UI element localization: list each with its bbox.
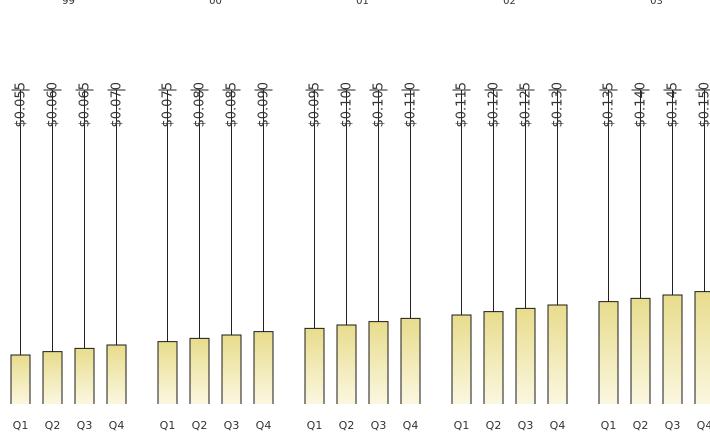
quarter-label: Q1 <box>601 419 617 432</box>
value-label: $0.105 <box>372 82 387 128</box>
quarter-label: Q1 <box>307 419 323 432</box>
bar <box>190 338 209 404</box>
value-label: $0.115 <box>455 82 470 128</box>
bar <box>484 312 503 404</box>
value-label: $0.125 <box>519 82 534 128</box>
value-label: $0.090 <box>257 82 272 128</box>
bar <box>401 318 420 404</box>
quarter-label: Q3 <box>77 419 93 432</box>
value-label: $0.100 <box>340 82 355 128</box>
bar <box>599 302 618 404</box>
bar <box>75 348 94 404</box>
quarter-label: Q1 <box>13 419 29 432</box>
value-label: $0.120 <box>487 82 502 128</box>
quarter-label: Q4 <box>403 419 419 432</box>
quarter-label: Q3 <box>371 419 387 432</box>
group-label: 00 <box>209 0 222 7</box>
quarter-label: Q2 <box>192 419 208 432</box>
value-label: $0.150 <box>698 82 710 128</box>
bar <box>254 332 273 404</box>
value-label: $0.080 <box>193 82 208 128</box>
bar <box>516 308 535 404</box>
bar <box>222 335 241 404</box>
bar <box>631 298 650 404</box>
value-label: $0.135 <box>602 82 617 128</box>
group-label: 99 <box>62 0 75 7</box>
bar <box>107 345 126 404</box>
value-label: $0.110 <box>404 82 419 128</box>
bar <box>695 292 710 404</box>
bar <box>43 352 62 404</box>
bar <box>369 322 388 404</box>
bar <box>11 355 30 404</box>
value-label: $0.060 <box>46 82 61 128</box>
value-label: $0.070 <box>110 82 125 128</box>
quarter-label: Q4 <box>550 419 566 432</box>
quarter-label: Q3 <box>665 419 681 432</box>
value-label: $0.055 <box>14 82 29 128</box>
quarter-label: Q1 <box>454 419 470 432</box>
group-label: 02 <box>503 0 516 7</box>
quarter-label: Q3 <box>518 419 534 432</box>
group-label: 03 <box>650 0 663 7</box>
quarter-label: Q2 <box>633 419 649 432</box>
bar <box>305 328 324 404</box>
quarter-label: Q2 <box>339 419 355 432</box>
value-label: $0.095 <box>308 82 323 128</box>
value-label: $0.075 <box>161 82 176 128</box>
value-label: $0.130 <box>551 82 566 128</box>
value-label: $0.145 <box>666 82 681 128</box>
bar <box>548 305 567 404</box>
group-label: 01 <box>356 0 369 7</box>
quarter-label: Q3 <box>224 419 240 432</box>
quarter-label: Q4 <box>109 419 125 432</box>
bar <box>158 342 177 404</box>
quarter-label: Q4 <box>256 419 272 432</box>
quarter-label: Q1 <box>160 419 176 432</box>
value-label: $0.140 <box>634 82 649 128</box>
quarter-label: Q2 <box>45 419 61 432</box>
value-label: $0.085 <box>225 82 240 128</box>
chart-marks: 99 $0.055 Q1 $0.060 Q2 $0.065 Q3 $0.070 Q4 00 $0.0… <box>11 0 710 432</box>
value-label: $0.065 <box>78 82 93 128</box>
bar <box>337 325 356 404</box>
quarter-label: Q4 <box>697 419 710 432</box>
bar <box>452 315 471 404</box>
quarter-label: Q2 <box>486 419 502 432</box>
bar <box>663 295 682 404</box>
